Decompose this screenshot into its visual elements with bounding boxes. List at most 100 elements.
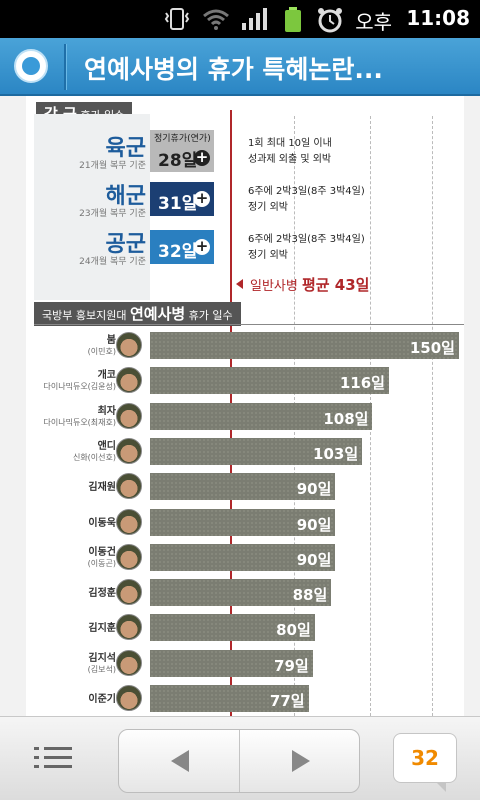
average-label: 일반사병 평균 43일	[250, 274, 369, 295]
average-arrow-icon	[236, 279, 243, 289]
chart-row: 이준기 77일	[26, 681, 464, 716]
celeb-photo	[116, 649, 142, 676]
section-celeb-header: 국방부 홍보지원대 연예사병 휴가 일수	[34, 302, 241, 326]
bottom-toolbar: 32	[0, 716, 480, 800]
chart-bar	[150, 685, 309, 712]
next-button[interactable]	[240, 730, 360, 792]
celeb-label: 김재원	[34, 478, 116, 493]
celeb-name: 앤디	[97, 440, 116, 452]
branch-sub-airforce: 24개월 복무 기준	[79, 257, 146, 267]
arrow-left-icon	[171, 750, 189, 772]
celeb-name: 김지훈	[88, 623, 116, 635]
chart-bar	[150, 402, 373, 430]
celeb-name: 이동욱	[88, 517, 116, 529]
article-content[interactable]: 각 군 휴가 일수 육군 21개월 복무 기준 정기휴가(연가) 28일 + 1…	[0, 96, 480, 716]
nav-divider	[239, 730, 240, 792]
leave-box-navy: 31일 +	[150, 182, 214, 216]
bar-value-label: 108일	[323, 409, 369, 428]
note-airforce-1: 6주에 2박3일(8주 3박4일)	[248, 234, 365, 245]
celeb-photo	[116, 437, 142, 464]
note-navy-2: 정기 외박	[248, 202, 288, 213]
bar-value-label: 90일	[296, 515, 332, 534]
bar-value-label: 80일	[276, 621, 311, 640]
chart-bar	[150, 473, 336, 501]
average-value: 평균 43일	[301, 276, 370, 294]
chart-row: 최자 다이나믹듀오(최재호) 108일	[26, 399, 464, 434]
celeb-name: 이준기	[88, 694, 116, 705]
leave-box-airforce: 32일 +	[150, 230, 214, 264]
celeb-label: 김지석 (김보석)	[34, 649, 116, 675]
plus-icon: +	[194, 148, 210, 166]
arrow-right-icon	[292, 750, 310, 772]
bar-value-label: 103일	[313, 444, 359, 463]
celeb-subtitle: (김보석)	[87, 664, 116, 674]
chart-bar	[150, 543, 336, 571]
branch-sub-army: 21개월 복무 기준	[79, 161, 146, 171]
note-army-1: 1회 최대 10일 이내	[248, 138, 332, 149]
previous-button[interactable]	[119, 730, 239, 792]
celeb-photo	[116, 367, 142, 394]
bar-value-label: 79일	[274, 656, 309, 675]
alarm-icon	[316, 7, 344, 37]
chart-bar	[150, 508, 336, 536]
celeb-label: 이동욱	[34, 514, 116, 529]
status-ampm: 오후	[355, 10, 392, 34]
note-airforce-2: 정기 외박	[248, 250, 288, 261]
chart-bar	[150, 437, 363, 465]
branch-name-navy: 해군	[105, 184, 146, 209]
app-logo-icon[interactable]	[14, 49, 48, 83]
celeb-name: 최자	[97, 405, 116, 417]
celeb-label: 최자 다이나믹듀오(최재호)	[34, 402, 116, 428]
bar-value-label: 90일	[296, 480, 332, 499]
celeb-name: 김정훈	[88, 588, 116, 600]
section-rule	[34, 324, 464, 325]
celeb-name: 개코	[97, 370, 116, 382]
chart-row: 개코 다이나믹듀오(김윤성) 116일	[26, 363, 464, 398]
celeb-photo	[116, 508, 142, 535]
vibrate-icon	[164, 7, 190, 35]
note-army-2: 성과제 외출 및 외박	[248, 154, 332, 165]
celeb-label: 이준기	[34, 690, 116, 705]
chart-bar	[150, 332, 459, 359]
celeb-photo	[116, 579, 142, 606]
comments-button[interactable]: 32	[393, 733, 457, 792]
celeb-subtitle: 다이나믹듀오(최재호)	[43, 417, 116, 427]
celeb-label: 이동건 (이동곤)	[34, 543, 116, 569]
celeb-label: 김정훈	[34, 584, 116, 599]
celeb-name: 김재원	[88, 482, 116, 494]
celeb-name: 이동건	[88, 546, 116, 558]
chart-row: 붐 (이민호) 150일	[26, 328, 464, 363]
branch-name-army: 육군	[105, 136, 146, 161]
bar-value-label: 150일	[409, 339, 455, 357]
branch-column	[34, 114, 150, 300]
celeb-photo	[116, 614, 142, 641]
section-celeb-prefix: 국방부 홍보지원대	[42, 309, 127, 322]
bar-value-label: 116일	[339, 374, 385, 393]
comment-count: 32	[411, 746, 439, 770]
chart-row: 김재원 90일	[26, 469, 464, 504]
battery-icon	[284, 7, 302, 37]
signal-icon	[240, 7, 268, 35]
leave-box-army: 정기휴가(연가) 28일 +	[150, 130, 214, 172]
infographic: 각 군 휴가 일수 육군 21개월 복무 기준 정기휴가(연가) 28일 + 1…	[26, 96, 464, 716]
chart-bar	[150, 579, 332, 607]
status-bar: 오후 11:08	[0, 0, 480, 38]
celeb-photo	[116, 685, 142, 711]
branch-sub-navy: 23개월 복무 기준	[79, 209, 146, 219]
list-menu-icon[interactable]	[34, 747, 72, 775]
section-celeb-sub: 휴가 일수	[188, 309, 233, 322]
celeb-photo	[116, 473, 142, 500]
bar-value-label: 88일	[292, 586, 328, 605]
celeb-label: 김지훈	[34, 619, 116, 634]
celeb-photo	[116, 332, 142, 358]
chart-bar	[150, 367, 389, 395]
chart-row: 앤디 신화(이선호) 103일	[26, 434, 464, 469]
plus-icon: +	[194, 237, 210, 255]
title-bar: 연예사병의 휴가 특혜논란...	[0, 38, 480, 96]
celeb-subtitle: (이민호)	[87, 347, 116, 356]
celeb-subtitle: 신화(이선호)	[72, 452, 116, 462]
average-prefix: 일반사병	[250, 279, 298, 294]
chart-bar	[150, 614, 315, 642]
celeb-photo	[116, 543, 142, 570]
